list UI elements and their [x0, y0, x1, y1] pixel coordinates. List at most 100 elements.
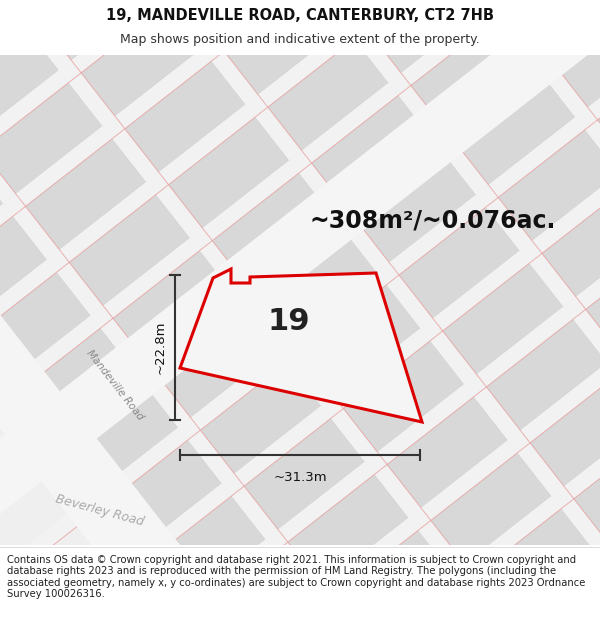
- Polygon shape: [542, 186, 600, 297]
- Polygon shape: [476, 185, 498, 208]
- Polygon shape: [190, 228, 212, 251]
- Polygon shape: [496, 620, 518, 625]
- Polygon shape: [443, 263, 563, 374]
- Polygon shape: [214, 0, 311, 51]
- Polygon shape: [0, 82, 103, 194]
- Polygon shape: [288, 474, 409, 586]
- Polygon shape: [497, 8, 544, 61]
- Polygon shape: [113, 251, 233, 362]
- Polygon shape: [488, 0, 510, 18]
- Polygon shape: [0, 55, 600, 545]
- Polygon shape: [278, 462, 374, 542]
- Text: ~31.3m: ~31.3m: [273, 471, 327, 484]
- Polygon shape: [157, 306, 277, 418]
- Polygon shape: [386, 275, 433, 328]
- Polygon shape: [462, 576, 508, 625]
- Polygon shape: [58, 384, 178, 495]
- Polygon shape: [431, 452, 551, 564]
- Polygon shape: [134, 362, 157, 384]
- Polygon shape: [0, 0, 28, 14]
- Polygon shape: [265, 529, 288, 552]
- Polygon shape: [79, 617, 176, 625]
- Polygon shape: [357, 0, 454, 29]
- Polygon shape: [202, 39, 224, 61]
- Polygon shape: [232, 486, 278, 539]
- Polygon shape: [355, 151, 476, 262]
- Polygon shape: [112, 129, 159, 182]
- Polygon shape: [561, 499, 600, 552]
- Polygon shape: [452, 564, 475, 586]
- Polygon shape: [334, 328, 430, 409]
- Polygon shape: [476, 307, 573, 387]
- Polygon shape: [200, 362, 321, 474]
- Polygon shape: [202, 161, 299, 241]
- Polygon shape: [258, 27, 355, 107]
- Polygon shape: [377, 384, 474, 464]
- Polygon shape: [35, 561, 132, 625]
- Polygon shape: [430, 331, 476, 384]
- Polygon shape: [588, 39, 600, 120]
- Polygon shape: [0, 160, 3, 271]
- Polygon shape: [321, 396, 343, 418]
- Polygon shape: [322, 518, 418, 598]
- Polygon shape: [268, 39, 388, 151]
- Polygon shape: [244, 418, 365, 529]
- Polygon shape: [246, 216, 343, 297]
- Text: Beverley Road: Beverley Road: [55, 492, 146, 528]
- Polygon shape: [520, 362, 600, 443]
- Polygon shape: [200, 241, 246, 294]
- Polygon shape: [289, 151, 311, 173]
- Polygon shape: [145, 496, 265, 607]
- Polygon shape: [487, 319, 600, 430]
- Polygon shape: [0, 393, 1, 473]
- Polygon shape: [212, 173, 333, 284]
- Polygon shape: [14, 328, 134, 439]
- Polygon shape: [28, 0, 124, 17]
- Polygon shape: [0, 259, 56, 340]
- Polygon shape: [0, 0, 15, 82]
- Polygon shape: [302, 82, 398, 163]
- Polygon shape: [564, 419, 600, 499]
- Polygon shape: [156, 185, 202, 238]
- Polygon shape: [212, 51, 258, 104]
- Polygon shape: [399, 208, 520, 318]
- Polygon shape: [37, 0, 158, 60]
- Polygon shape: [0, 216, 47, 328]
- Polygon shape: [3, 194, 26, 216]
- Polygon shape: [178, 418, 200, 440]
- Polygon shape: [13, 206, 59, 259]
- Text: ~22.8m: ~22.8m: [154, 321, 167, 374]
- Polygon shape: [91, 306, 113, 328]
- Polygon shape: [389, 194, 485, 275]
- Polygon shape: [574, 431, 600, 542]
- Polygon shape: [147, 294, 244, 374]
- Polygon shape: [367, 0, 488, 73]
- Polygon shape: [191, 350, 287, 430]
- Polygon shape: [573, 309, 600, 362]
- Polygon shape: [454, 0, 500, 5]
- Polygon shape: [221, 474, 244, 496]
- Polygon shape: [375, 586, 496, 625]
- Polygon shape: [346, 139, 442, 219]
- Polygon shape: [0, 70, 68, 151]
- Polygon shape: [69, 194, 190, 306]
- Polygon shape: [518, 443, 564, 496]
- Polygon shape: [595, 542, 600, 564]
- Polygon shape: [135, 483, 232, 564]
- Polygon shape: [388, 73, 411, 96]
- Polygon shape: [332, 530, 452, 625]
- Polygon shape: [344, 17, 367, 39]
- Polygon shape: [510, 0, 600, 51]
- Text: Map shows position and indicative extent of the property.: Map shows position and indicative extent…: [120, 33, 480, 46]
- Polygon shape: [181, 0, 301, 39]
- Text: 19: 19: [268, 307, 310, 336]
- Polygon shape: [159, 104, 255, 185]
- Polygon shape: [255, 107, 302, 161]
- Polygon shape: [223, 595, 319, 625]
- Polygon shape: [532, 173, 600, 253]
- Polygon shape: [224, 0, 344, 94]
- Polygon shape: [474, 387, 520, 440]
- Polygon shape: [311, 96, 432, 206]
- Polygon shape: [498, 130, 600, 241]
- Polygon shape: [398, 86, 445, 139]
